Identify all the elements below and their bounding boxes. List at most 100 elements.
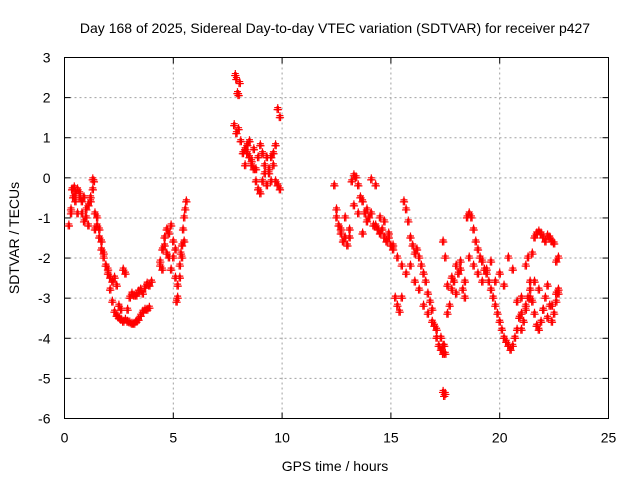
data-point-marker xyxy=(531,310,539,318)
data-point-marker xyxy=(109,278,117,286)
data-point-marker xyxy=(248,158,256,166)
data-point-marker xyxy=(527,286,535,294)
data-point-marker xyxy=(420,270,428,278)
data-point-marker xyxy=(333,206,341,214)
data-point-marker xyxy=(264,182,272,190)
data-point-marker xyxy=(518,326,526,334)
data-point-marker xyxy=(442,254,450,262)
data-point-marker xyxy=(499,326,507,334)
data-point-marker xyxy=(542,294,550,302)
data-point-marker xyxy=(390,242,398,250)
data-point-marker xyxy=(368,210,376,218)
data-point-marker xyxy=(176,274,184,282)
data-point-marker xyxy=(94,222,102,230)
data-point-marker xyxy=(494,310,502,318)
data-point-marker xyxy=(359,198,367,206)
data-point-marker xyxy=(479,258,487,266)
data-point-marker xyxy=(505,254,513,262)
data-point-marker xyxy=(272,142,280,150)
data-point-marker xyxy=(488,286,496,294)
data-point-marker xyxy=(409,242,417,250)
series-seg2 xyxy=(156,196,191,306)
data-point-marker xyxy=(518,310,526,318)
y-tick-label: 2 xyxy=(43,90,51,106)
data-point-marker xyxy=(98,246,106,254)
data-point-marker xyxy=(257,142,265,150)
data-point-marker xyxy=(540,306,548,314)
data-point-marker xyxy=(146,282,154,290)
data-point-marker xyxy=(182,206,190,214)
series-seg4b xyxy=(332,200,450,358)
series-seg2b xyxy=(156,236,189,290)
data-point-marker xyxy=(85,222,93,230)
data-point-marker xyxy=(398,262,406,270)
data-point-marker xyxy=(124,306,132,314)
data-point-marker xyxy=(174,294,182,302)
data-point-marker xyxy=(551,310,559,318)
data-point-marker xyxy=(444,282,452,290)
data-point-marker xyxy=(372,222,380,230)
data-point-marker xyxy=(270,150,278,158)
data-point-marker xyxy=(407,234,415,242)
data-point-marker xyxy=(453,262,461,270)
data-point-marker xyxy=(105,266,113,274)
data-point-marker xyxy=(403,206,411,214)
data-point-marker xyxy=(496,318,504,326)
data-point-marker xyxy=(168,266,176,274)
data-point-marker xyxy=(135,316,143,324)
axis-ticks xyxy=(64,57,609,419)
data-point-marker xyxy=(344,242,352,250)
data-point-marker xyxy=(364,218,372,226)
data-point-marker xyxy=(85,202,93,210)
data-point-marker xyxy=(546,302,554,310)
data-point-marker xyxy=(137,312,145,320)
data-point-marker xyxy=(416,254,424,262)
x-axis-label: GPS time / hours xyxy=(282,458,389,474)
data-point-marker xyxy=(414,246,422,254)
data-point-marker xyxy=(553,258,561,266)
data-point-marker xyxy=(525,254,533,262)
data-point-marker xyxy=(538,318,546,326)
data-point-marker xyxy=(470,262,478,270)
data-point-marker xyxy=(183,198,191,206)
data-point-marker xyxy=(76,190,84,198)
data-point-marker xyxy=(250,146,258,154)
data-point-marker xyxy=(418,262,426,270)
data-point-marker xyxy=(111,274,119,282)
data-point-marker xyxy=(255,154,263,162)
data-point-marker xyxy=(516,314,524,322)
data-point-marker xyxy=(433,326,441,334)
y-tick-label: -5 xyxy=(38,370,51,386)
data-point-marker xyxy=(159,246,167,254)
data-point-marker xyxy=(166,230,174,238)
data-point-marker xyxy=(83,214,91,222)
data-point-marker xyxy=(555,290,563,298)
y-tick-label: 0 xyxy=(43,170,51,186)
data-point-marker xyxy=(509,266,517,274)
data-point-marker xyxy=(377,230,385,238)
data-point-marker xyxy=(244,142,252,150)
data-point-marker xyxy=(555,254,563,262)
data-point-marker xyxy=(68,206,76,214)
data-point-marker xyxy=(416,286,424,294)
data-point-marker xyxy=(233,130,241,138)
data-point-marker xyxy=(180,226,188,234)
data-point-marker xyxy=(122,270,130,278)
data-point-marker xyxy=(113,282,121,290)
data-point-marker xyxy=(455,270,463,278)
series-seg5a xyxy=(438,386,450,400)
data-point-marker xyxy=(368,176,376,184)
x-tick-label: 20 xyxy=(492,430,508,446)
data-point-marker xyxy=(398,294,406,302)
x-tick-label: 15 xyxy=(383,430,399,446)
x-tick-labels: 0 5 10 15 20 25 xyxy=(61,430,617,446)
data-point-marker xyxy=(181,214,189,222)
data-point-marker xyxy=(492,278,500,286)
data-point-marker xyxy=(270,162,278,170)
data-point-marker xyxy=(427,298,435,306)
data-point-marker xyxy=(425,290,433,298)
series-seg4c xyxy=(399,196,449,358)
data-point-marker xyxy=(405,218,413,226)
x-tick-label: 10 xyxy=(274,430,290,446)
data-point-marker xyxy=(401,198,409,206)
